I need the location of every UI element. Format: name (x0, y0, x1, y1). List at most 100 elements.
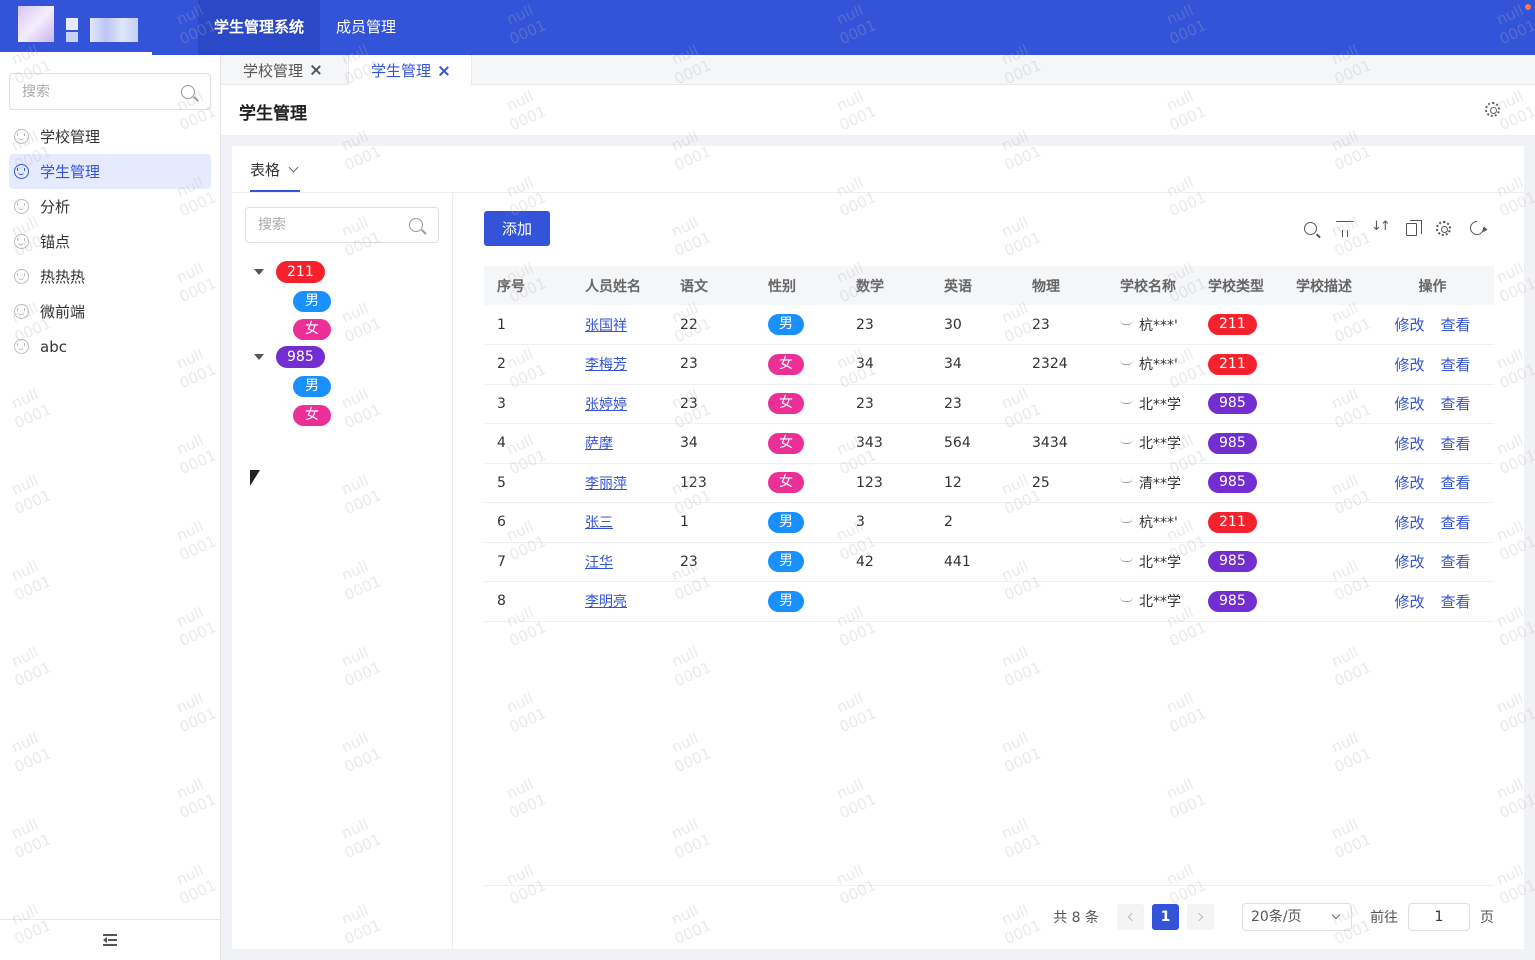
student-name-link[interactable]: 萨摩 (585, 436, 613, 453)
page-size-select[interactable]: 20条/页 (1242, 903, 1352, 931)
gender-badge: 男 (768, 511, 804, 533)
logo[interactable] (18, 6, 138, 42)
tree-node-985-male[interactable]: 男 (293, 376, 331, 397)
edit-link[interactable]: 修改 (1394, 434, 1425, 453)
sidebar-item-rerere[interactable]: 热热热 (9, 259, 211, 294)
view-link[interactable]: 查看 (1440, 355, 1471, 374)
eye-closed-icon[interactable] (1120, 320, 1133, 325)
edit-link[interactable]: 修改 (1394, 474, 1425, 493)
edit-link[interactable]: 修改 (1394, 395, 1425, 414)
edit-link[interactable]: 修改 (1394, 355, 1425, 374)
cell-math (843, 581, 931, 622)
copy-icon[interactable] (1406, 220, 1422, 236)
cell-school: 杭***' (1107, 305, 1195, 345)
eye-closed-icon[interactable] (1120, 518, 1133, 523)
cell-math: 34 (843, 344, 931, 385)
cell-gender: 女 (755, 384, 843, 424)
column-header: 学校描述 (1283, 266, 1371, 305)
cell-ops: 修改 查看 (1371, 581, 1494, 622)
column-header: 人员姓名 (572, 266, 667, 305)
view-link[interactable]: 查看 (1440, 316, 1471, 334)
settings-gear-icon[interactable] (1485, 102, 1500, 117)
cell-gender: 女 (755, 463, 843, 503)
sidebar-item-analysis[interactable]: 分析 (9, 189, 211, 224)
view-tab-table[interactable]: 表格 (250, 159, 299, 180)
close-icon[interactable] (311, 65, 321, 75)
search-icon[interactable] (181, 85, 195, 99)
tree-search-input[interactable] (246, 208, 396, 242)
student-table: 序号 人员姓名 语文 性别 数学 英语 物理 学校名称 学校类型 学校描述 操作… (484, 266, 1494, 622)
sidebar-item-anchor[interactable]: 锚点 (9, 224, 211, 259)
student-name-link[interactable]: 张三 (585, 515, 613, 532)
eye-closed-icon[interactable] (1120, 399, 1133, 405)
close-icon[interactable] (439, 66, 449, 76)
caret-down-icon[interactable] (254, 354, 264, 360)
sidebar-item-abc[interactable]: abc (9, 329, 211, 364)
student-name-link[interactable]: 汪华 (585, 554, 613, 571)
view-link[interactable]: 查看 (1440, 553, 1471, 572)
cell-gender: 男 (755, 581, 843, 622)
student-name-link[interactable]: 李丽萍 (585, 475, 627, 492)
prev-page-button[interactable] (1117, 904, 1144, 930)
eye-closed-icon[interactable] (1120, 557, 1133, 563)
tab-school-management[interactable]: 学校管理 (221, 55, 343, 85)
student-name-link[interactable]: 张婷婷 (585, 396, 627, 413)
student-name-link[interactable]: 张国祥 (585, 317, 627, 334)
edit-link[interactable]: 修改 (1394, 553, 1425, 572)
next-page-button[interactable] (1187, 904, 1214, 930)
table-row: 5 李丽萍 123 女 123 12 25 清**学 985 修改 查看 (484, 463, 1494, 503)
school-type-badge: 985 (1208, 432, 1257, 454)
goto-page-input[interactable] (1408, 903, 1470, 931)
view-link[interactable]: 查看 (1440, 434, 1471, 453)
view-link[interactable]: 查看 (1440, 513, 1471, 532)
sidebar-item-micro-frontend[interactable]: 微前端 (9, 294, 211, 329)
column-settings-icon[interactable] (1436, 221, 1451, 236)
table-row: 7 汪华 23 男 42 441 北**学 985 修改 查看 (484, 542, 1494, 582)
add-button[interactable]: 添加 (484, 211, 550, 246)
eye-closed-icon[interactable] (1120, 360, 1133, 365)
sidebar-search-input[interactable] (10, 74, 170, 109)
school-type-badge: 985 (1208, 551, 1257, 573)
cell-english: 2 (931, 502, 1019, 543)
top-nav-member-management[interactable]: 成员管理 (336, 18, 397, 36)
school-type-badge: 211 (1208, 511, 1257, 533)
tree-node-211[interactable]: 211 (254, 261, 325, 283)
search-icon[interactable] (409, 218, 423, 232)
caret-down-icon[interactable] (254, 269, 264, 275)
edit-link[interactable]: 修改 (1394, 592, 1425, 611)
edit-link[interactable]: 修改 (1394, 316, 1425, 334)
student-name-link[interactable]: 李明亮 (585, 594, 627, 611)
tree-node-211-male[interactable]: 男 (293, 291, 331, 312)
tree-node-985[interactable]: 985 (254, 346, 325, 368)
gender-badge: 女 (768, 393, 804, 415)
cell-type: 985 (1195, 542, 1283, 582)
sidebar-item-school[interactable]: 学校管理 (9, 119, 211, 154)
cell-ops: 修改 查看 (1371, 344, 1494, 385)
tree-node-985-female[interactable]: 女 (293, 405, 331, 426)
page-number-button[interactable]: 1 (1152, 904, 1179, 930)
tree-node-211-female[interactable]: 女 (293, 319, 331, 340)
view-link[interactable]: 查看 (1440, 395, 1471, 414)
cell-name: 李丽萍 (572, 463, 667, 503)
tab-student-management[interactable]: 学生管理 (348, 55, 473, 86)
cell-type: 985 (1195, 384, 1283, 424)
collapse-menu-icon[interactable] (103, 934, 117, 946)
search-icon[interactable] (1304, 222, 1317, 235)
sidebar-item-student[interactable]: 学生管理 (9, 154, 211, 189)
view-link[interactable]: 查看 (1440, 474, 1471, 493)
refresh-icon[interactable] (1467, 218, 1487, 238)
view-tabs: 表格 (232, 146, 1524, 193)
eye-closed-icon[interactable] (1120, 597, 1133, 602)
filter-icon[interactable] (1336, 221, 1352, 237)
cell-type: 985 (1195, 463, 1283, 503)
top-nav-student-system[interactable]: 学生管理系统 (198, 0, 321, 55)
sort-icon[interactable] (1371, 219, 1389, 237)
eye-closed-icon[interactable] (1120, 439, 1133, 444)
view-link[interactable]: 查看 (1440, 592, 1471, 611)
tab-bar: 学校管理 学生管理 (221, 55, 1535, 86)
edit-link[interactable]: 修改 (1394, 513, 1425, 532)
cell-index: 8 (484, 581, 572, 622)
student-name-link[interactable]: 李梅芳 (585, 357, 627, 374)
chevron-down-icon (1331, 910, 1341, 920)
eye-closed-icon[interactable] (1120, 478, 1133, 484)
